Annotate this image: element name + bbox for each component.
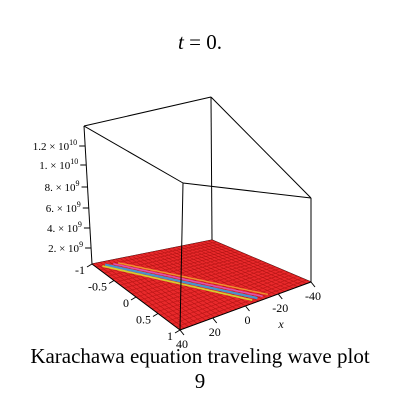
- surface-grid-line: [127, 256, 253, 292]
- surface-grid-line: [139, 262, 267, 301]
- z-tick-label: 4. × 109: [47, 220, 82, 235]
- surface-grid-line: [167, 275, 298, 322]
- surface-grid-line: [115, 251, 240, 283]
- box-edge: [210, 96, 213, 241]
- x-tick-label: -40: [305, 289, 321, 303]
- surface-grid-line: [91, 239, 213, 265]
- y-tick-label: 0.5: [136, 313, 151, 327]
- plot-title: t = 0.: [0, 30, 400, 55]
- x-tick-mark: [179, 329, 185, 336]
- box-edge: [83, 125, 184, 184]
- box-edge: [83, 96, 212, 127]
- x-tick-mark: [310, 281, 316, 288]
- y-tick-label: 0: [123, 296, 129, 310]
- y-tick-label: -1: [75, 263, 85, 277]
- box-edge: [83, 125, 93, 265]
- surface-grid-line: [131, 258, 258, 295]
- caption-line-2: 9: [194, 369, 206, 393]
- title-value: = 0.: [189, 30, 222, 54]
- surface-grid-line: [111, 249, 235, 280]
- surface: [91, 239, 312, 331]
- surface-grid-line: [123, 254, 249, 289]
- wave-stripe: [117, 262, 269, 296]
- box-edge: [182, 182, 312, 199]
- title-variable: t: [178, 30, 184, 54]
- z-tick-label: 1. × 1010: [39, 157, 78, 172]
- x-axis-label: x: [277, 317, 284, 331]
- y-tick-mark: [130, 296, 137, 301]
- surface-grid-line: [147, 266, 276, 307]
- x-tick-label: 0: [245, 313, 251, 327]
- x-tick-mark: [245, 305, 250, 312]
- surface-grid-line: [155, 270, 285, 313]
- wave-stripe: [102, 265, 253, 301]
- surface-grid-line: [119, 253, 244, 286]
- z-tick-label: 2. × 109: [48, 240, 83, 255]
- y-tick-label: -0.5: [88, 280, 107, 294]
- surface-grid-line: [95, 241, 217, 268]
- bounding-box-front: [83, 96, 312, 331]
- y-tick-mark: [152, 313, 159, 317]
- box-edge: [179, 182, 184, 331]
- surface-grid-line: [171, 277, 303, 325]
- x-axis: -40 -20 0 20 40 x: [176, 281, 321, 351]
- surface-grid-line: [175, 279, 307, 328]
- y-tick-mark: [86, 263, 93, 268]
- surface-grid-line: [135, 260, 262, 298]
- x-tick-label: -20: [272, 301, 288, 315]
- x-tick-label: 20: [209, 325, 221, 339]
- y-tick-mark: [174, 329, 181, 334]
- y-tick-label: 1: [167, 329, 173, 343]
- x-tick-mark: [212, 317, 218, 324]
- x-tick-mark: [277, 293, 283, 300]
- y-tick-mark: [108, 280, 115, 284]
- z-axis: 2. × 109 4. × 109 6. × 109 8. × 109 1. × 101…: [33, 138, 92, 255]
- x-tick-label: 40: [176, 337, 188, 351]
- z-tick-label: 1.2 × 1010: [33, 138, 77, 153]
- wave-stripe: [113, 262, 263, 298]
- caption-line-1: Karachawa equation traveling wave plot: [30, 344, 370, 368]
- z-tick-label: 8. × 109: [45, 179, 80, 194]
- surface-grid-line: [163, 274, 294, 319]
- z-tick-label: 6. × 109: [46, 200, 81, 215]
- box-edge: [210, 96, 312, 199]
- y-axis: -1-0.5 0 0.5 1: [75, 263, 181, 343]
